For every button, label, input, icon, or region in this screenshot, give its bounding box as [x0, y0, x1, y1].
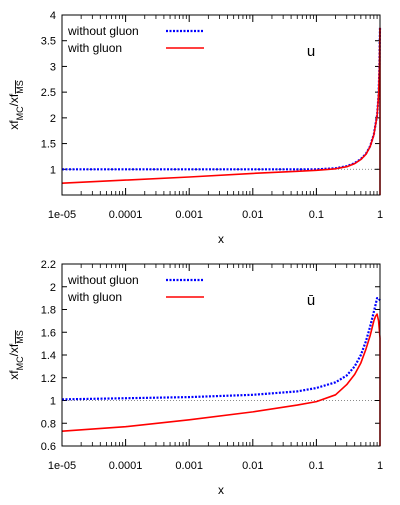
plot-frame [61, 14, 381, 196]
x-axis-label: x [218, 483, 224, 497]
plot-frame [61, 263, 381, 447]
x-tick-label: 0.0001 [109, 209, 143, 221]
x-tick-label: 0.001 [175, 209, 203, 221]
x-tick-label: 0.1 [309, 209, 324, 221]
x-tick-label: 1e-05 [48, 209, 76, 221]
series-line-with-gluon [61, 27, 381, 184]
y-axis-label: xfMC/xfMS [7, 80, 25, 130]
y-axis-label: xfMC/xfMS [7, 330, 25, 380]
y-tick-label: 1.2 [41, 373, 56, 385]
y-tick-label: 2 [50, 113, 56, 125]
chart-panel-1: 1 1.5 2 2.5 3 3.5 4 1e-05 0.0001 0.001 0.01 0.1 1 wit… [7, 10, 383, 246]
panel-label: ū [307, 292, 315, 309]
x-tick-label: 0.01 [242, 460, 263, 472]
x-tick-label: 1 [377, 209, 383, 221]
y-tick-label: 1.4 [41, 350, 56, 362]
x-tick-label: 0.1 [309, 460, 324, 472]
chart-panel-2: 0.6 0.8 1 1.2 1.4 1.6 1.8 2 2.2 1e-05 0.0001 0.001 0… [7, 259, 383, 497]
y-tick-label: 3.5 [41, 36, 56, 48]
y-tick-label: 2.2 [41, 259, 56, 271]
x-axis-label: x [218, 232, 224, 246]
x-tick-label: 1e-05 [48, 460, 76, 472]
y-tick-label: 4 [50, 10, 56, 22]
y-tick-label: 1 [50, 164, 56, 176]
y-tick-label: 1 [50, 396, 56, 408]
y-tick-label: 1.6 [41, 327, 56, 339]
y-tick-label: 3 [50, 61, 56, 73]
x-tick-label: 0.001 [175, 460, 203, 472]
y-tick-label: 2 [50, 282, 56, 294]
series-line-with-gluon [61, 313, 381, 433]
panel-label: u [307, 43, 315, 60]
y-tick-label: 2.5 [41, 87, 56, 99]
x-tick-label: 0.0001 [109, 460, 143, 472]
series-line-without-gluon [62, 27, 382, 171]
y-tick-label: 0.6 [41, 441, 56, 453]
y-tick-label: 0.8 [41, 418, 56, 430]
legend-label: without gluon [67, 24, 139, 38]
legend-label: with gluon [67, 290, 122, 304]
legend-label: with gluon [67, 41, 122, 55]
y-tick-label: 1.5 [41, 139, 56, 151]
x-tick-label: 0.01 [242, 209, 263, 221]
y-tick-label: 1.8 [41, 305, 56, 317]
series-line-without-gluon [61, 297, 381, 401]
x-tick-label: 1 [377, 460, 383, 472]
legend-label: without gluon [67, 273, 139, 287]
